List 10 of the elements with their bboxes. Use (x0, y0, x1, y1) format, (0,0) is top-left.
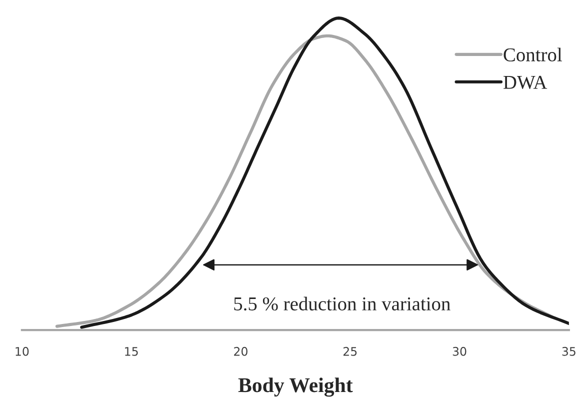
x-tick-label: 15 (125, 347, 138, 356)
x-tick-label: 35 (562, 346, 576, 356)
legend-label: DWA (504, 76, 548, 89)
x-axis-title: Body Weight (238, 378, 353, 397)
x-tick-label: 10 (16, 346, 29, 356)
annotation: 5.5 % reduction in variation (234, 296, 450, 311)
x-tick-label: 25 (343, 346, 357, 356)
x-tick-label: 20 (234, 346, 248, 356)
x-tick-label: 30 (452, 346, 466, 356)
legend-label: Control (504, 48, 562, 62)
